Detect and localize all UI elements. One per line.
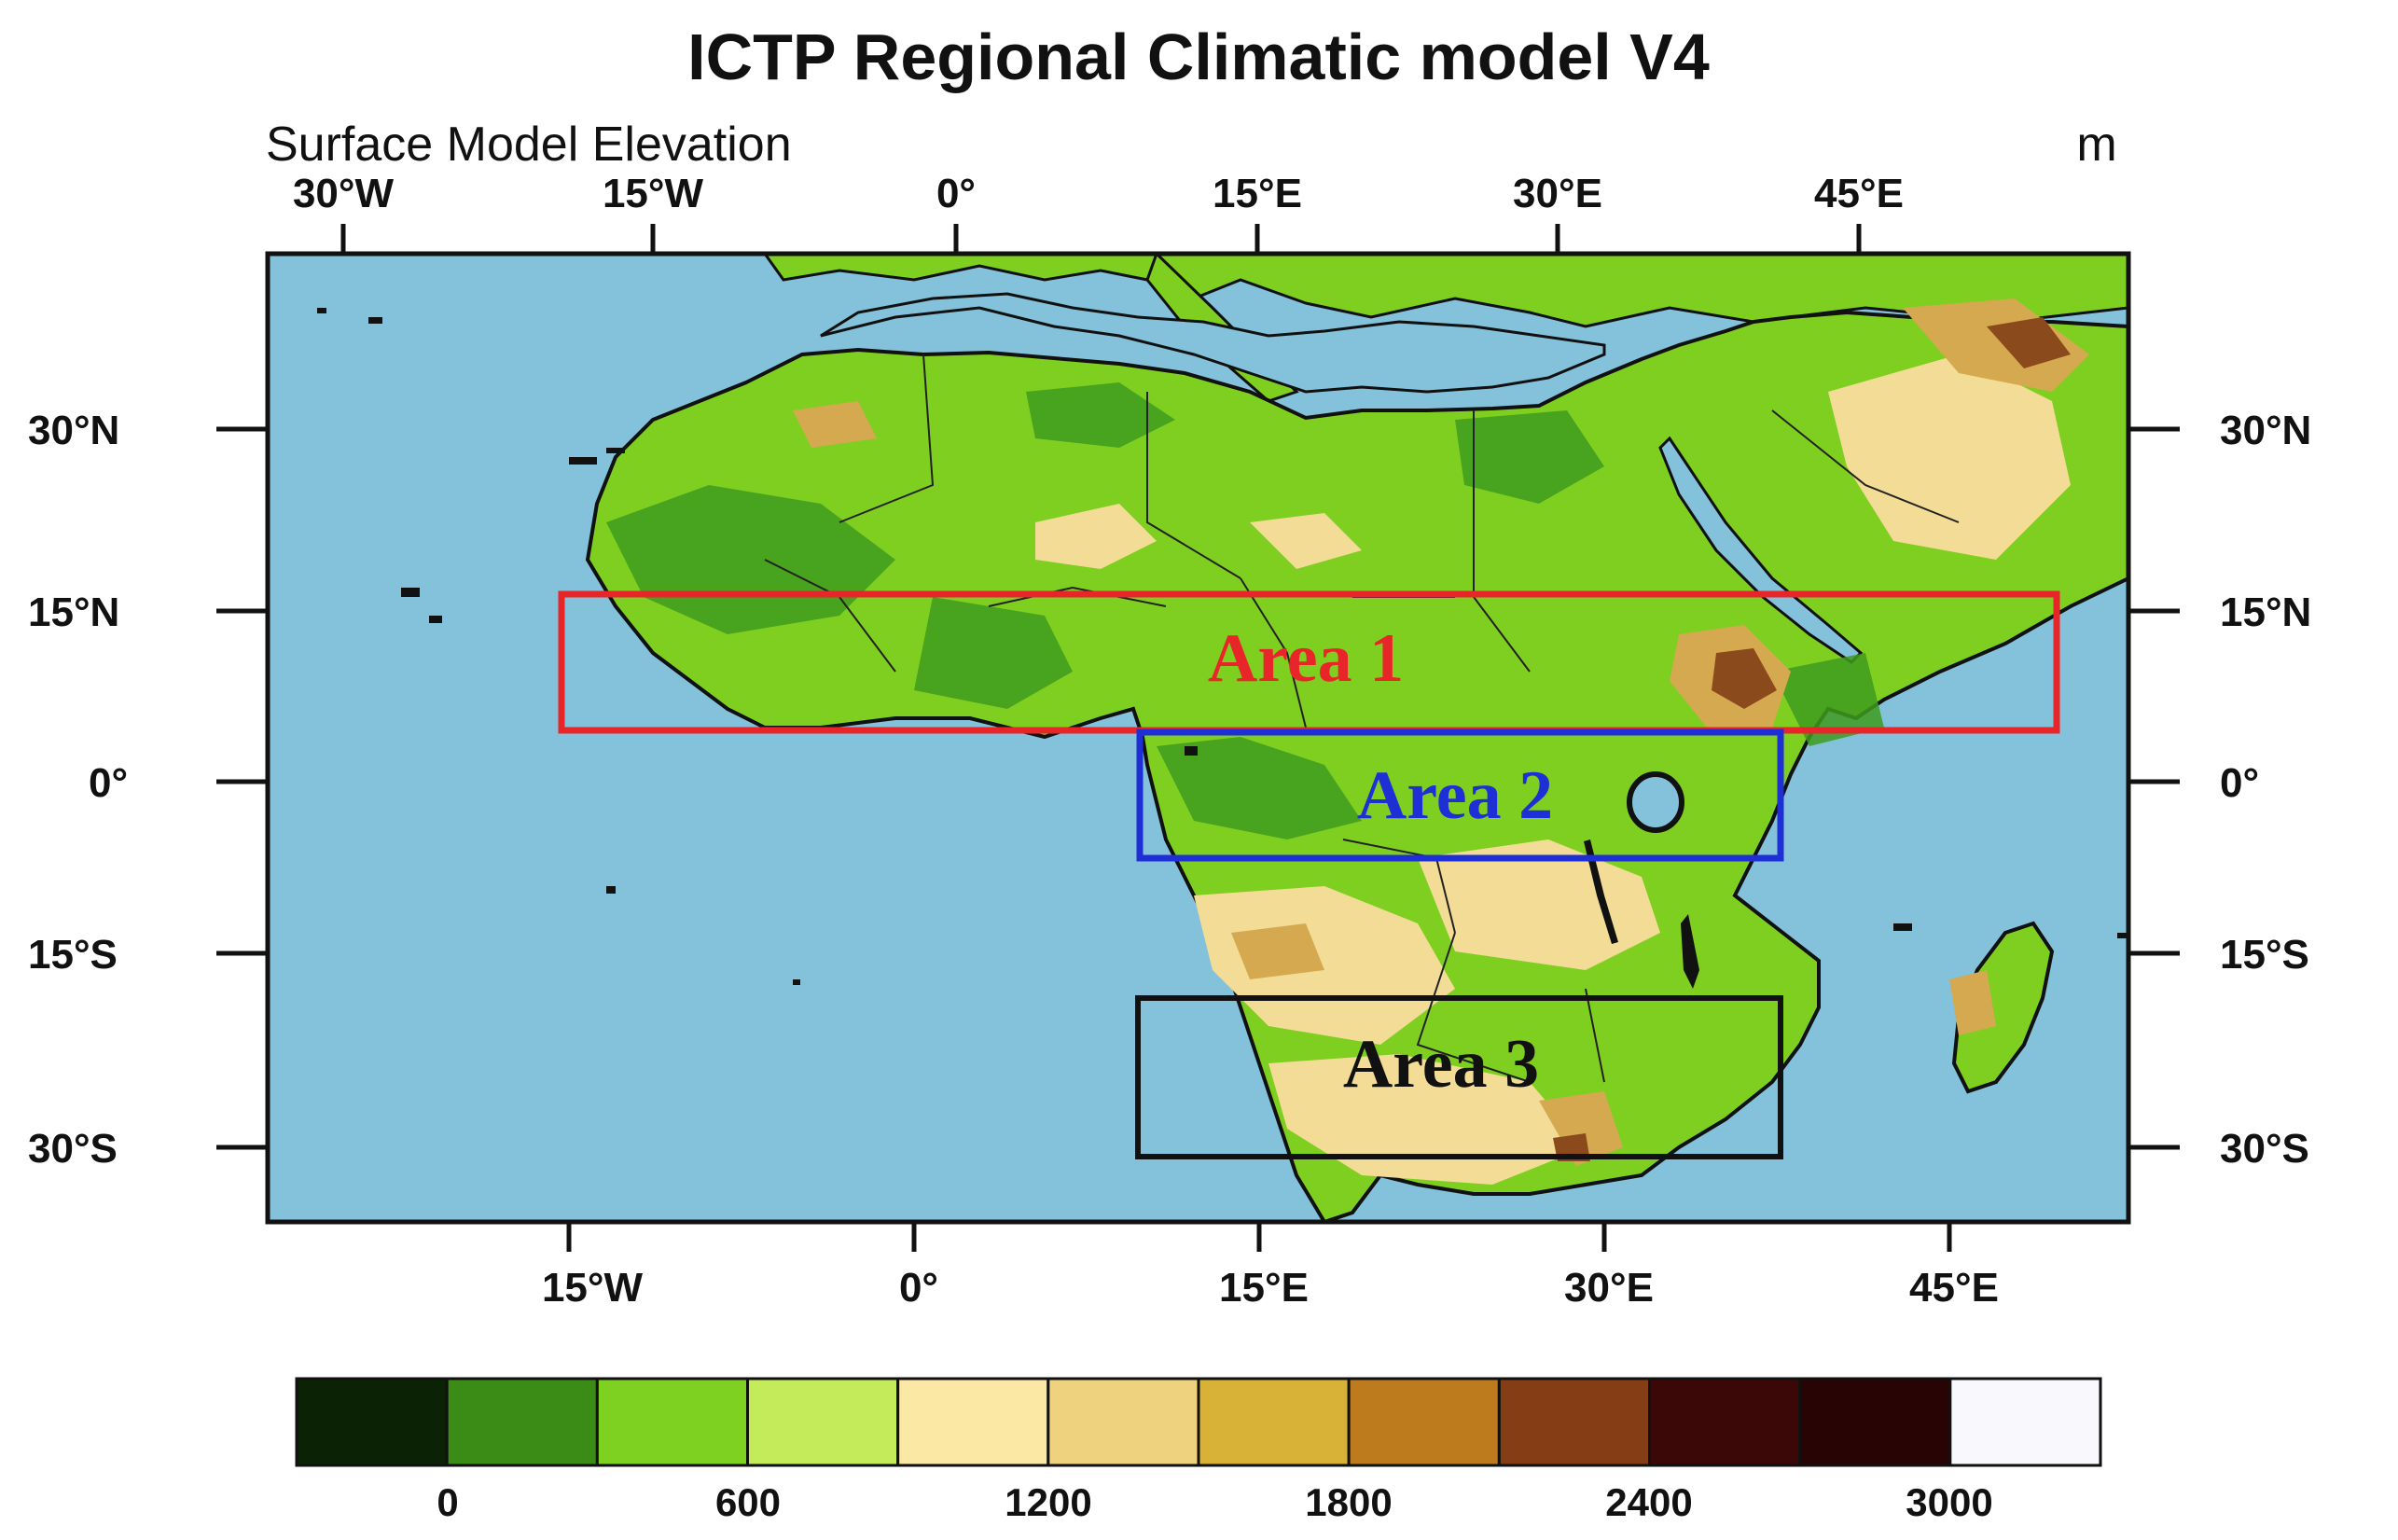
right-axis: 30°N 15°N 0° 15°S 30°S	[2128, 408, 2311, 1172]
bottom-tick-label: 15°E	[1219, 1265, 1309, 1311]
islands	[317, 308, 2127, 985]
colorbar-swatch	[595, 1377, 749, 1467]
top-axis: 30°W 15°W 0° 15°E 30°E 45°E	[293, 171, 1904, 254]
elevation-shading	[606, 298, 2089, 1185]
left-tick-label: 15°N	[28, 590, 119, 635]
top-tick-label: 30°W	[293, 171, 395, 216]
area-2-box	[1136, 728, 1784, 862]
top-tick-label: 45°E	[1814, 171, 1904, 216]
lake-tanganyika	[1584, 839, 1618, 944]
right-tick-label: 15°N	[2220, 590, 2311, 635]
area-1-label: Area 1	[1208, 620, 1404, 697]
bottom-tick-label: 45°E	[1909, 1265, 1999, 1311]
figure-subtitle: Surface Model Elevation	[266, 118, 792, 172]
left-tick-label: 30°S	[28, 1126, 118, 1172]
colorbar-swatch	[1798, 1377, 1952, 1467]
top-tick-label: 0°	[936, 171, 976, 216]
right-tick-label: 15°S	[2220, 932, 2309, 978]
colorbar-swatch	[1197, 1377, 1351, 1467]
map-panel: Area 1 Area 2 Area 3	[265, 251, 2131, 1225]
top-tick-label: 15°E	[1213, 171, 1302, 216]
area-3-box	[1135, 995, 1783, 1159]
colorbar-tick-label: 3000	[1906, 1480, 1992, 1524]
colorbar-swatch	[295, 1377, 449, 1467]
colorbar-tick-label: 2400	[1605, 1480, 1692, 1524]
unit-label: m	[2076, 118, 2116, 172]
colorbar	[295, 1377, 2102, 1467]
bottom-tick-label: 0°	[899, 1265, 938, 1311]
country-borders	[764, 354, 1960, 1083]
colorbar-swatch	[1347, 1377, 1501, 1467]
mediterranean-sea	[820, 292, 1606, 394]
bottom-tick-label: 15°W	[542, 1265, 644, 1311]
right-tick-label: 30°S	[2220, 1126, 2309, 1172]
right-tick-label: 30°N	[2220, 408, 2311, 453]
colorbar-tick-label: 600	[715, 1480, 781, 1524]
colorbar-swatch	[746, 1377, 900, 1467]
bottom-axis: 15°W 0° 15°E 30°E 45°E	[542, 1222, 1999, 1311]
left-tick-label: 0°	[89, 760, 128, 806]
colorbar-labels: 0 600 1200 1800 2400 3000	[437, 1480, 1992, 1524]
colorbar-tick-label: 0	[437, 1480, 458, 1524]
left-tick-label: 15°S	[28, 932, 118, 978]
colorbar-swatch	[896, 1377, 1050, 1467]
figure-title: ICTP Regional Climatic model V4	[687, 21, 1710, 93]
lake-victoria	[1627, 771, 1684, 833]
bottom-tick-label: 30°E	[1564, 1265, 1654, 1311]
colorbar-swatch	[1948, 1377, 2102, 1467]
top-tick-label: 15°W	[603, 171, 704, 216]
land-masses	[317, 254, 2128, 1222]
right-tick-label: 0°	[2220, 760, 2259, 806]
colorbar-tick-label: 1800	[1305, 1480, 1392, 1524]
africa-land	[585, 310, 2128, 1222]
left-axis: 30°N 15°N 0° 15°S 30°S	[28, 408, 268, 1172]
colorbar-swatch	[445, 1377, 599, 1467]
colorbar-tick-label: 1200	[1005, 1480, 1091, 1524]
colorbar-swatch	[1497, 1377, 1652, 1467]
lake-malawi	[1681, 914, 1699, 989]
left-tick-label: 30°N	[28, 408, 119, 453]
top-tick-label: 30°E	[1513, 171, 1602, 216]
colorbar-swatch	[1047, 1377, 1200, 1467]
area-2-label: Area 2	[1357, 757, 1553, 834]
area-3-label: Area 3	[1343, 1026, 1539, 1103]
map-frame	[265, 251, 2131, 1225]
colorbar-swatch	[1648, 1377, 1802, 1467]
